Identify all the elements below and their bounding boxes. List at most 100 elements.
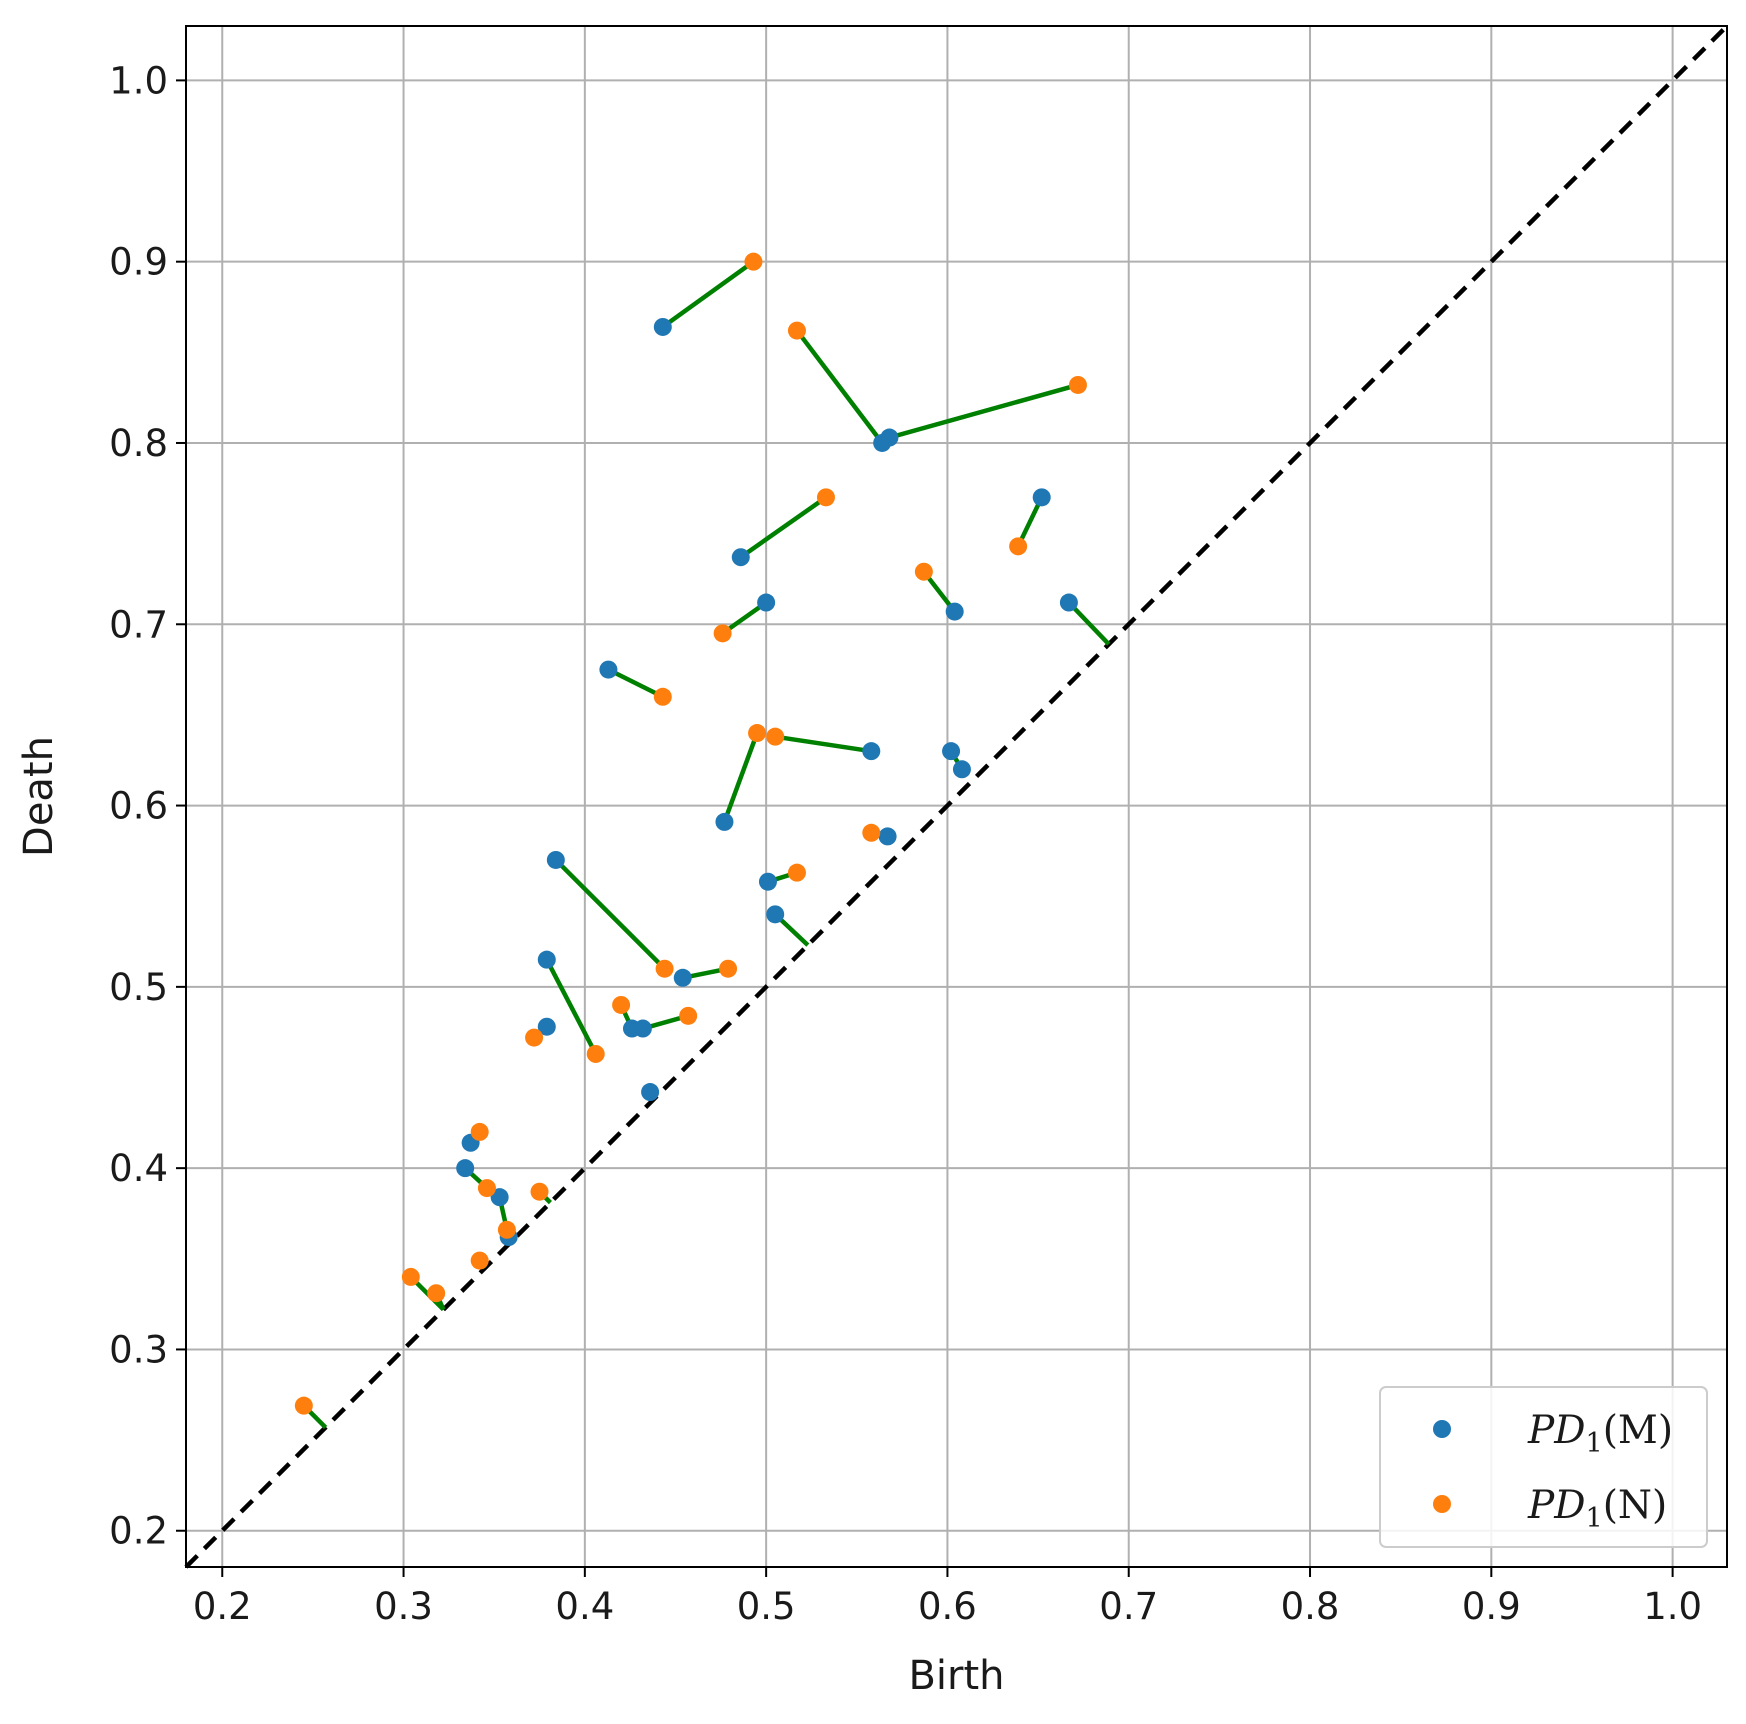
legend-label-pd1-m: PD1(M) [1527, 1408, 1673, 1459]
y-tick-label: 0.7 [109, 603, 168, 646]
point-pd1-m [1032, 488, 1051, 507]
point-pd1-m [546, 850, 565, 869]
legend-symbol: M [1618, 1408, 1658, 1453]
legend-base: PD [1527, 1483, 1586, 1528]
point-pd1-n [477, 1179, 496, 1198]
x-tick-label: 0.2 [193, 1585, 252, 1628]
y-tick-label: 0.3 [109, 1328, 168, 1371]
point-pd1-n [1068, 375, 1087, 394]
point-pd1-n [653, 687, 672, 706]
point-pd1-n [744, 252, 763, 271]
point-pd1-n [525, 1028, 544, 1047]
point-pd1-n [679, 1006, 698, 1025]
point-pd1-n [401, 1267, 420, 1286]
matching-segment [1067, 600, 1111, 646]
point-pd1-n [470, 1251, 489, 1270]
point-pd1-m [952, 760, 971, 779]
point-pd1-m [758, 872, 777, 891]
x-tick-label: 0.9 [1462, 1585, 1521, 1628]
point-pd1-n [719, 959, 738, 978]
legend-base: PD [1527, 1408, 1586, 1453]
y-tick-label: 1.0 [109, 59, 168, 102]
point-pd1-m [673, 968, 692, 987]
point-pd1-n [713, 624, 732, 643]
point-pd1-n [1009, 537, 1028, 556]
x-tick-label: 0.8 [1281, 1585, 1340, 1628]
y-tick-label: 0.8 [109, 422, 168, 465]
legend-paren-open: ( [1603, 1483, 1618, 1528]
y-tick-label: 0.6 [109, 785, 168, 828]
point-pd1-n [530, 1182, 549, 1201]
point-pd1-n [612, 995, 631, 1014]
legend: PD1(M) PD1(N) [1379, 1386, 1708, 1548]
y-axis-label: Death [16, 736, 62, 857]
y-tick-label: 0.5 [109, 966, 168, 1009]
matching-segment [554, 858, 667, 971]
legend-label-pd1-n: PD1(N) [1527, 1483, 1667, 1534]
point-pd1-n [586, 1044, 605, 1063]
matching-segment [607, 667, 664, 699]
y-tick-label: 0.4 [109, 1147, 168, 1190]
point-pd1-m [537, 950, 556, 969]
point-pd1-n [766, 727, 785, 746]
y-tick-label: 0.2 [109, 1510, 168, 1553]
point-pd1-m [715, 812, 734, 831]
point-pd1-m [862, 742, 881, 761]
point-pd1-m [731, 548, 750, 567]
matching-segment [774, 734, 872, 754]
legend-paren-open: ( [1603, 1408, 1618, 1453]
point-pd1-m [599, 660, 618, 679]
matching-segment [739, 495, 828, 560]
point-pd1-n [787, 863, 806, 882]
point-pd1-m [880, 428, 899, 447]
point-pd1-m [1059, 593, 1078, 612]
point-pd1-m [653, 317, 672, 336]
y-tick-label: 0.9 [109, 241, 168, 284]
points [294, 252, 1087, 1415]
point-pd1-m [490, 1188, 509, 1207]
point-pd1-n [655, 959, 674, 978]
point-pd1-m [537, 1017, 556, 1036]
legend-subscript: 1 [1586, 1428, 1603, 1459]
point-pd1-n [497, 1220, 516, 1239]
legend-symbol: N [1618, 1483, 1652, 1528]
x-axis-label: Birth [908, 1653, 1004, 1699]
x-tick-label: 0.4 [555, 1585, 614, 1628]
x-tick-label: 1.0 [1643, 1585, 1702, 1628]
point-pd1-m [945, 602, 964, 621]
x-tick-label: 0.6 [918, 1585, 977, 1628]
x-tick-label: 0.3 [374, 1585, 433, 1628]
legend-marker-pd1-n [1433, 1495, 1451, 1513]
legend-marker-pd1-m [1433, 1420, 1451, 1438]
point-pd1-n [862, 823, 881, 842]
point-pd1-m [641, 1083, 660, 1102]
legend-paren-close: ) [1658, 1408, 1673, 1453]
point-pd1-m [633, 1019, 652, 1038]
ticks: 0.2 0.3 0.4 0.5 0.6 0.7 0.8 0.9 1.0 0.2 0.3 0.4 0.5 0… [109, 59, 1702, 1628]
matching-segment [544, 958, 598, 1055]
matching-segment [1016, 496, 1044, 548]
x-tick-label: 0.7 [1099, 1585, 1158, 1628]
point-pd1-m [878, 827, 897, 846]
point-pd1-n [914, 562, 933, 581]
plot-frame [185, 25, 1728, 1568]
point-pd1-n [748, 724, 767, 743]
legend-paren-close: ) [1652, 1483, 1667, 1528]
point-pd1-m [942, 742, 961, 761]
matching-segment [661, 259, 755, 329]
point-pd1-n [470, 1122, 489, 1141]
point-pd1-m [757, 593, 776, 612]
matching-segment [888, 382, 1079, 440]
matching-segment [795, 329, 884, 445]
matching-segment [722, 732, 760, 823]
point-pd1-n [816, 488, 835, 507]
point-pd1-n [294, 1396, 313, 1415]
point-pd1-n [427, 1284, 446, 1303]
legend-box [1379, 1386, 1708, 1548]
x-tick-label: 0.5 [737, 1585, 796, 1628]
point-pd1-m [456, 1159, 475, 1178]
legend-subscript: 1 [1586, 1503, 1603, 1534]
point-pd1-m [766, 905, 785, 924]
point-pd1-n [787, 321, 806, 340]
